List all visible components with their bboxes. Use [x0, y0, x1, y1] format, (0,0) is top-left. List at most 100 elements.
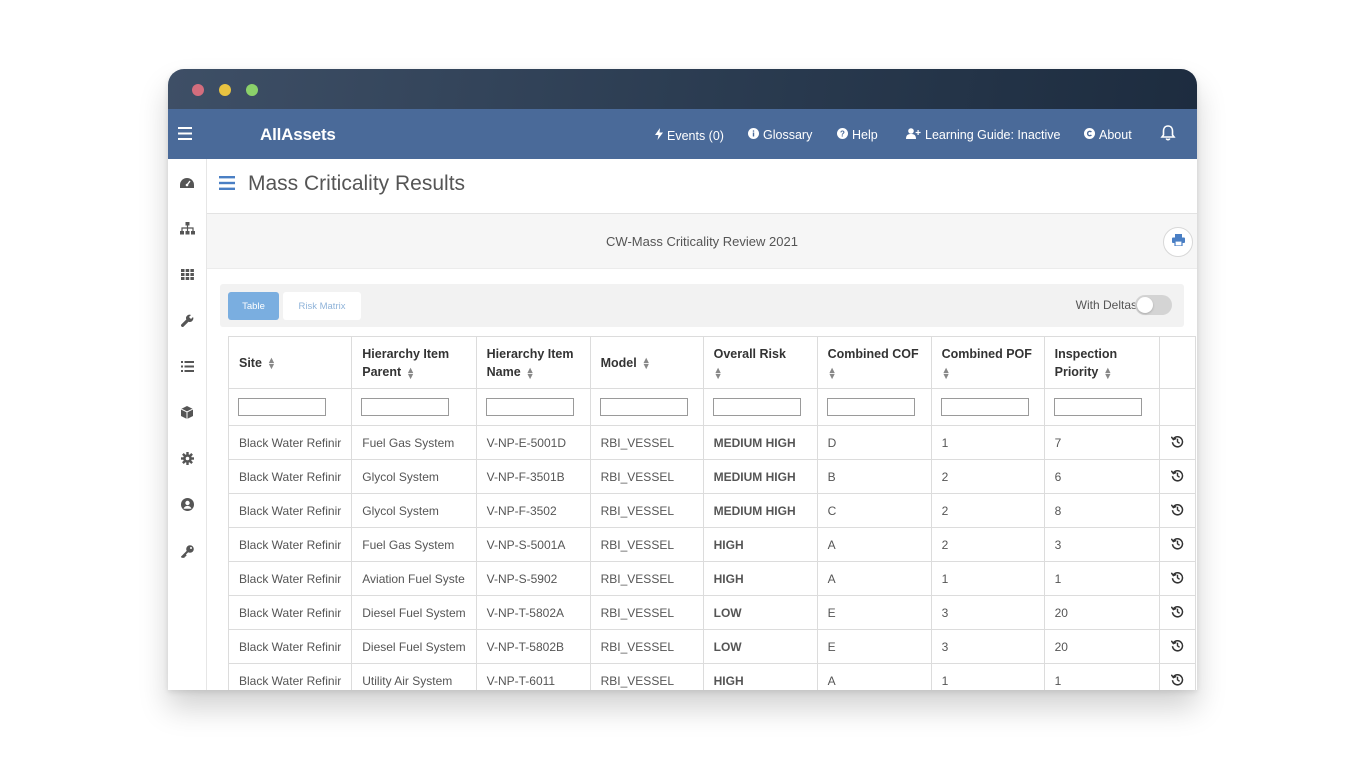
cell-cof: C: [816, 493, 932, 528]
results-table: Site ▲ ▼ Hierarchy Item Parent ▲ ▼ Hierarchy…: [227, 336, 1196, 690]
cell-priority: 20: [1043, 595, 1160, 630]
column-header[interactable]: Site ▲ ▼: [227, 336, 353, 389]
close-window-button[interactable]: [192, 84, 204, 96]
grid-icon[interactable]: [178, 266, 196, 282]
site-filter-input[interactable]: [238, 398, 326, 416]
hierarchy-icon[interactable]: [178, 220, 196, 236]
sort-icon[interactable]: ▲ ▼: [525, 364, 535, 381]
parent-filter-input[interactable]: [361, 398, 450, 416]
print-button[interactable]: [1163, 227, 1193, 257]
cell-risk: HIGH: [702, 561, 818, 596]
tab-table[interactable]: Table: [228, 292, 279, 320]
column-header-label: Overall Risk: [713, 347, 786, 361]
sort-icon[interactable]: ▲ ▼: [406, 364, 416, 381]
cell-priority: 3: [1043, 527, 1160, 562]
sort-icon[interactable]: ▲ ▼: [713, 364, 723, 381]
column-header[interactable]: Combined COF ▲ ▼: [816, 336, 932, 389]
bell-icon[interactable]: [1159, 124, 1177, 147]
history-icon[interactable]: [1158, 425, 1196, 460]
sort-icon[interactable]: ▲ ▼: [827, 364, 837, 381]
name-filter-input[interactable]: [485, 398, 574, 416]
table-row[interactable]: Black Water Refinir Fuel Gas System V-NP-E…: [227, 425, 1196, 460]
learning-guide-link[interactable]: Learning Guide: Inactive: [906, 128, 1061, 142]
sort-icon[interactable]: ▲ ▼: [641, 355, 651, 372]
table-row[interactable]: Black Water Refinir Fuel Gas System V-NP-S…: [227, 527, 1196, 562]
table-row[interactable]: Black Water Refinir Diesel Fuel System V-N…: [227, 629, 1196, 664]
cell-name: V-NP-E-5001D: [475, 425, 591, 460]
about-link[interactable]: About: [1084, 128, 1132, 142]
table-row[interactable]: Black Water Refinir Glycol System V-NP-F-3…: [227, 459, 1196, 494]
user-plus-icon: [906, 128, 921, 142]
question-icon: ?: [837, 128, 848, 142]
table-row[interactable]: Black Water Refinir Glycol System V-NP-F-3…: [227, 493, 1196, 528]
history-icon[interactable]: [1158, 459, 1196, 494]
cell-name: V-NP-T-6011: [475, 663, 591, 690]
column-header[interactable]: Combined POF ▲ ▼: [930, 336, 1045, 389]
with-deltas-toggle[interactable]: [1135, 295, 1172, 315]
left-sidebar: [168, 159, 207, 690]
cell-risk: HIGH: [702, 527, 818, 562]
table-row[interactable]: Black Water Refinir Utility Air System V-N…: [227, 663, 1196, 690]
glossary-label: Glossary: [763, 128, 813, 142]
cell-parent: Diesel Fuel System: [351, 629, 477, 664]
glossary-link[interactable]: Glossary: [748, 128, 812, 142]
model-filter-input[interactable]: [599, 398, 688, 416]
table-row[interactable]: Black Water Refinir Diesel Fuel System V-N…: [227, 595, 1196, 630]
page-header: Mass Criticality Results: [207, 159, 1197, 214]
cell-site: Black Water Refinir: [227, 561, 353, 596]
tab-risk-matrix[interactable]: Risk Matrix: [283, 292, 361, 320]
bolt-icon: [655, 128, 663, 143]
filter-row: [227, 388, 1196, 426]
cube-icon[interactable]: [178, 404, 196, 420]
cell-name: V-NP-T-5802B: [475, 629, 591, 664]
cell-site: Black Water Refinir: [227, 527, 353, 562]
column-header[interactable]: Inspection Priority ▲ ▼: [1043, 336, 1160, 389]
menu-icon[interactable]: [178, 126, 192, 143]
maximize-window-button[interactable]: [246, 84, 258, 96]
column-header[interactable]: Hierarchy Item Name ▲ ▼: [475, 336, 591, 389]
sort-icon[interactable]: ▲ ▼: [266, 355, 276, 372]
svg-text:?: ?: [840, 130, 845, 139]
page-menu-icon[interactable]: [219, 174, 235, 194]
history-icon[interactable]: [1158, 527, 1196, 562]
column-header-label: Site: [239, 355, 262, 370]
review-bar: CW-Mass Criticality Review 2021: [207, 214, 1197, 269]
cell-site: Black Water Refinir: [227, 493, 353, 528]
column-header-label: Hierarchy Item Name: [486, 347, 574, 379]
cell-model: RBI_VESSEL: [589, 493, 704, 528]
minimize-window-button[interactable]: [219, 84, 231, 96]
history-icon[interactable]: [1158, 663, 1196, 690]
column-header[interactable]: Overall Risk ▲ ▼: [702, 336, 818, 389]
column-header[interactable]: Model ▲ ▼: [589, 336, 704, 389]
wrench-icon[interactable]: [178, 312, 196, 328]
user-icon[interactable]: [178, 496, 196, 512]
table-row[interactable]: Black Water Refinir Aviation Fuel Syste V-…: [227, 561, 1196, 596]
column-header[interactable]: Hierarchy Item Parent ▲ ▼: [351, 336, 477, 389]
column-header-label: Combined POF: [941, 347, 1032, 361]
priority-filter-input[interactable]: [1053, 398, 1142, 416]
column-header-label: Model: [600, 355, 637, 370]
gear-icon[interactable]: [178, 450, 196, 466]
cell-parent: Aviation Fuel Syste: [351, 561, 477, 596]
sort-icon[interactable]: ▲ ▼: [941, 364, 951, 381]
dashboard-icon[interactable]: [178, 175, 196, 191]
cell-name: V-NP-F-3502: [475, 493, 591, 528]
history-icon[interactable]: [1158, 493, 1196, 528]
cell-model: RBI_VESSEL: [589, 629, 704, 664]
key-icon[interactable]: [178, 543, 196, 559]
app-brand[interactable]: AllAssets: [260, 125, 336, 144]
cell-risk: MEDIUM HIGH: [702, 493, 818, 528]
top-navbar: AllAssets Events (0) Glossary ? Help Lea…: [168, 109, 1197, 159]
cof-filter-input[interactable]: [826, 398, 915, 416]
pof-filter-input[interactable]: [940, 398, 1029, 416]
history-icon[interactable]: [1158, 629, 1196, 664]
help-link[interactable]: ? Help: [837, 128, 878, 142]
events-link[interactable]: Events (0): [655, 128, 724, 143]
cell-name: V-NP-T-5802A: [475, 595, 591, 630]
sort-icon[interactable]: ▲ ▼: [1103, 364, 1113, 381]
cell-risk: LOW: [702, 629, 818, 664]
list-icon[interactable]: [178, 358, 196, 374]
risk-filter-input[interactable]: [712, 398, 801, 416]
history-icon[interactable]: [1158, 561, 1196, 596]
history-icon[interactable]: [1158, 595, 1196, 630]
